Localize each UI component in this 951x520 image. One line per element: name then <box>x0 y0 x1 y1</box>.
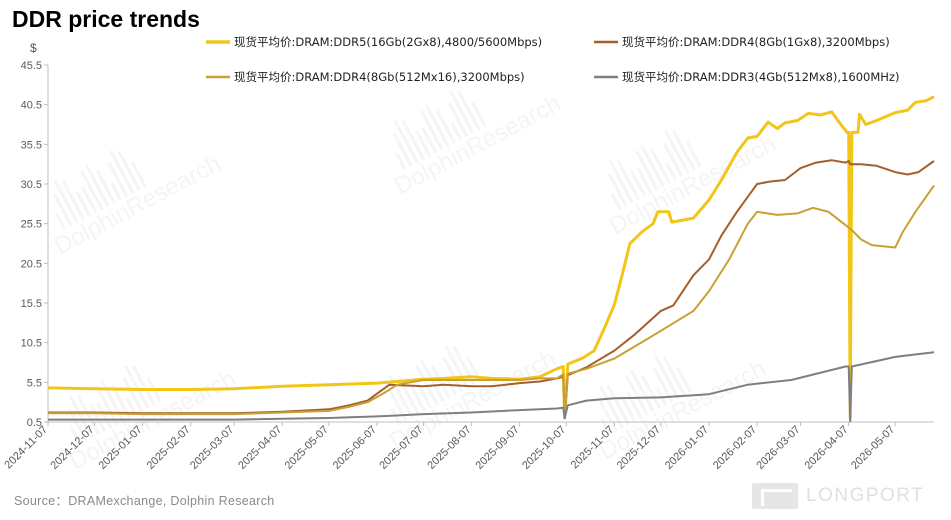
y-tick-label: 40.5 <box>21 100 42 112</box>
series-line-1 <box>47 95 935 420</box>
x-tick-label: 2026-02-07 <box>711 424 759 472</box>
source-note: Source：DRAMexchange, Dolphin Research <box>14 494 275 508</box>
brand-text: LONGPORT <box>806 485 925 506</box>
y-tick-label: 30.5 <box>21 179 42 191</box>
legend-label: 现货平均价:DRAM:DDR5(16Gb(2Gx8),4800/5600Mbps… <box>234 35 542 49</box>
x-tick-label: 2025-05-07 <box>283 424 331 472</box>
y-tick-label: 5.5 <box>27 377 42 389</box>
x-tick-label: 2026-03-07 <box>754 424 802 472</box>
y-axis-unit-label: $ <box>30 41 37 55</box>
x-tick-label: 2025-04-07 <box>236 424 284 472</box>
y-tick-label: 25.5 <box>21 219 42 231</box>
brand-mark-icon <box>752 483 798 509</box>
y-tick-label: 45.5 <box>21 60 42 72</box>
series-line-3 <box>48 185 935 419</box>
x-tick-label: 2025-06-07 <box>331 424 379 472</box>
y-tick-label: 15.5 <box>21 298 42 310</box>
x-tick-label: 2025-10-07 <box>520 424 568 472</box>
y-tick-label: 10.5 <box>21 338 42 350</box>
legend-label: 现货平均价:DRAM:DDR4(8Gb(1Gx8),3200Mbps) <box>622 35 890 49</box>
legend-label: 现货平均价:DRAM:DDR3(4Gb(512Mx8),1600MHz) <box>622 70 899 84</box>
series-line-2 <box>48 159 935 419</box>
brand-logo: LONGPORT <box>752 483 924 509</box>
x-tick-label: 2026-04-07 <box>802 424 850 472</box>
series-line-4 <box>48 351 935 423</box>
y-tick-label: 35.5 <box>21 139 42 151</box>
watermark: DolphinResearch <box>605 130 780 240</box>
x-tick-label: 2024-11-07 <box>2 424 50 472</box>
y-tick-label: 20.5 <box>21 258 42 270</box>
legend-label: 现货平均价:DRAM:DDR4(8Gb(512Mx16),3200Mbps) <box>234 70 525 84</box>
chart-title: DDR price trends <box>12 6 200 32</box>
x-tick-label: 2025-03-07 <box>188 424 236 472</box>
x-tick-label: 2025-09-07 <box>474 424 522 472</box>
watermark: DolphinResearch <box>50 150 225 260</box>
y-tick-label: 0.5 <box>27 417 42 429</box>
x-tick-label: 2026-05-07 <box>849 424 897 472</box>
